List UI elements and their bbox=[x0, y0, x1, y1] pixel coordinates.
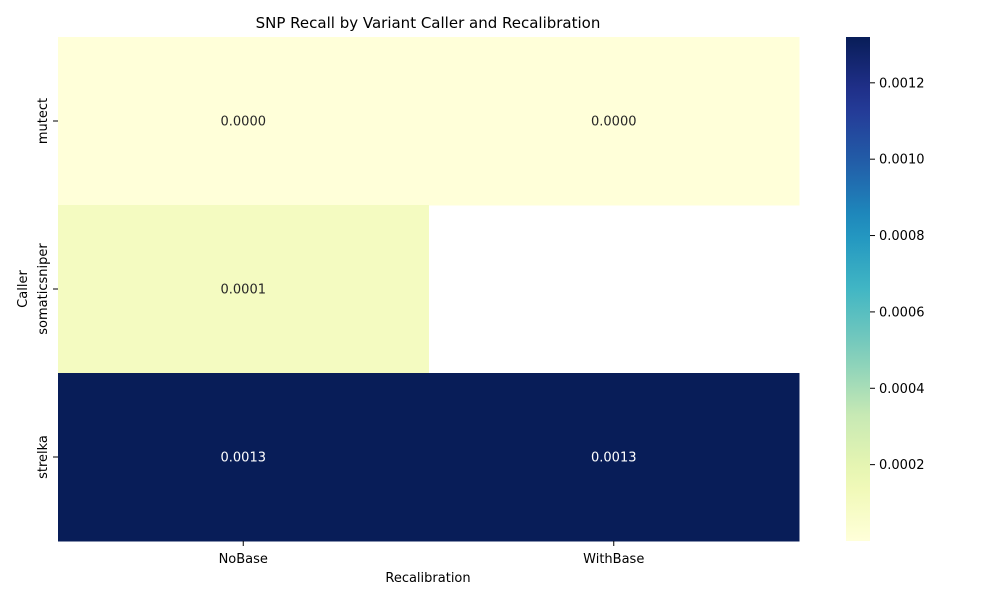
cell-value-label: 0.0000 bbox=[221, 115, 267, 130]
colorbar: 0.0002 0.0004 0.0006 0.0008 0.0010 0.0012 bbox=[846, 37, 925, 541]
heatmap-cell-labels: 0.0000 0.0000 0.0001 0.0013 0.0013 bbox=[221, 115, 637, 466]
y-axis: mutect somaticsniper strelka bbox=[36, 98, 58, 479]
cell-value-label: 0.0013 bbox=[591, 451, 637, 466]
cell-value-label: 0.0013 bbox=[221, 451, 267, 466]
colorbar-tick-label: 0.0008 bbox=[879, 229, 925, 244]
heatmap-cell bbox=[428, 373, 800, 542]
y-tick-label: mutect bbox=[36, 98, 51, 144]
cell-value-label: 0.0001 bbox=[221, 283, 267, 298]
heatmap-cell bbox=[58, 373, 429, 542]
heatmap-cells bbox=[58, 37, 800, 542]
colorbar-tick-label: 0.0004 bbox=[879, 382, 925, 397]
colorbar-gradient bbox=[846, 37, 870, 541]
colorbar-tick-label: 0.0010 bbox=[879, 153, 925, 168]
heatmap-cell bbox=[58, 205, 429, 374]
cell-value-label: 0.0000 bbox=[591, 115, 637, 130]
y-tick-label: somaticsniper bbox=[36, 243, 51, 335]
y-axis-label: Caller bbox=[16, 270, 31, 308]
heatmap-cell bbox=[58, 37, 429, 206]
heatmap-cell bbox=[428, 37, 800, 206]
x-tick-label: WithBase bbox=[583, 552, 644, 567]
x-tick-label: NoBase bbox=[219, 552, 268, 567]
x-axis: NoBase WithBase bbox=[219, 541, 644, 567]
colorbar-tick-label: 0.0012 bbox=[879, 76, 925, 91]
x-axis-label: Recalibration bbox=[385, 571, 470, 586]
colorbar-tick-label: 0.0002 bbox=[879, 458, 925, 473]
chart-title: SNP Recall by Variant Caller and Recalib… bbox=[256, 14, 601, 32]
y-tick-label: strelka bbox=[36, 435, 51, 479]
colorbar-tick-label: 0.0006 bbox=[879, 305, 925, 320]
